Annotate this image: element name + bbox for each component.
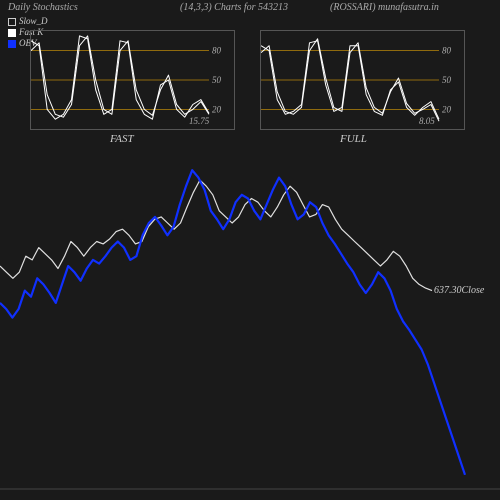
main-chart: 637.30Close xyxy=(0,155,500,490)
params-text: (14,3,3) Charts for 543213 xyxy=(180,2,288,13)
svg-text:80: 80 xyxy=(212,46,222,56)
svg-text:20: 20 xyxy=(442,104,452,114)
mini-label-fast: FAST xyxy=(110,133,134,145)
svg-text:50: 50 xyxy=(442,75,452,85)
swatch-fast-k xyxy=(8,29,16,37)
svg-text:8.05: 8.05 xyxy=(419,116,435,126)
svg-text:20: 20 xyxy=(212,104,222,114)
mini-label-full: FULL xyxy=(340,133,367,145)
swatch-obv xyxy=(8,40,16,48)
svg-text:15.75: 15.75 xyxy=(189,116,210,126)
mini-chart-fast: 20 50 80 15.75 xyxy=(30,30,235,130)
legend-slow-d: Slow_D xyxy=(8,16,48,27)
swatch-slow-d xyxy=(8,18,16,26)
title-text: Daily Stochastics xyxy=(8,2,78,13)
legend-label-slow-d: Slow_D xyxy=(19,16,48,27)
svg-text:50: 50 xyxy=(212,75,222,85)
symbol-text: (ROSSARI) munafasutra.in xyxy=(330,2,439,13)
mini-chart-full: 20 50 80 8.05 xyxy=(260,30,465,130)
close-value-label: 637.30Close xyxy=(434,285,484,296)
svg-text:80: 80 xyxy=(442,46,452,56)
